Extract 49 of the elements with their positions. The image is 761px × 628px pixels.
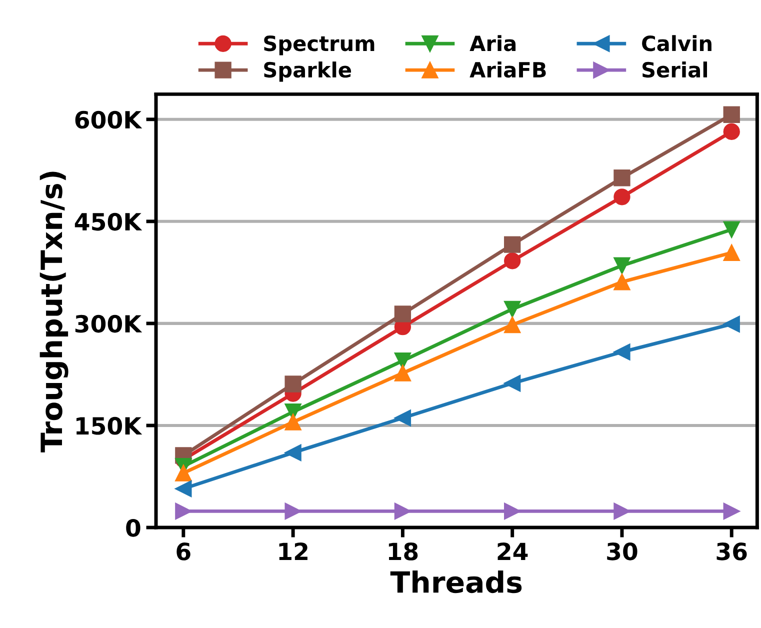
point	[175, 464, 192, 482]
point	[723, 244, 740, 262]
point	[504, 374, 521, 392]
x-tick-label: 6	[176, 542, 190, 560]
point	[504, 236, 521, 253]
legend-label: Calvin	[642, 35, 712, 52]
y-tick-label: 0	[126, 518, 140, 537]
point	[614, 257, 630, 274]
y-tick-label: 300K	[75, 314, 142, 333]
point	[723, 123, 740, 140]
legend-label: Spectrum	[264, 35, 374, 56]
point	[394, 502, 412, 520]
legend-label: AriaFB	[470, 62, 546, 78]
point	[175, 502, 192, 520]
y-tick-label: 450K	[74, 212, 142, 231]
legend-label: Sparkle	[264, 62, 352, 82]
point	[394, 364, 412, 382]
point	[614, 502, 630, 520]
point	[504, 300, 521, 318]
legend-label: Serial	[642, 62, 708, 78]
x-axis-title: Threads	[390, 570, 522, 594]
point	[723, 502, 740, 520]
point	[614, 170, 630, 186]
point	[284, 376, 302, 392]
point	[504, 316, 521, 334]
point	[723, 106, 740, 123]
x-tick-label: 12	[279, 542, 308, 560]
x-tick-label: 36	[716, 542, 747, 560]
point	[723, 221, 740, 238]
x-tick-label: 30	[607, 542, 638, 560]
x-tick-label: 24	[498, 542, 528, 560]
y-tick-label: 150K	[76, 416, 142, 435]
point	[504, 252, 521, 270]
y-tick-label: 600K	[75, 110, 142, 129]
point	[175, 480, 192, 498]
point	[614, 344, 630, 360]
point	[284, 444, 302, 462]
point	[504, 502, 521, 520]
point	[394, 352, 412, 370]
x-tick-label: 18	[388, 542, 418, 560]
point	[723, 316, 740, 332]
point	[394, 306, 412, 322]
point	[614, 274, 630, 290]
legend-label: Aria	[470, 35, 516, 52]
y-axis-title: Troughput(Txn/s)	[40, 172, 68, 452]
point	[614, 188, 630, 206]
point	[394, 410, 412, 426]
point	[284, 414, 302, 430]
point	[284, 502, 302, 520]
